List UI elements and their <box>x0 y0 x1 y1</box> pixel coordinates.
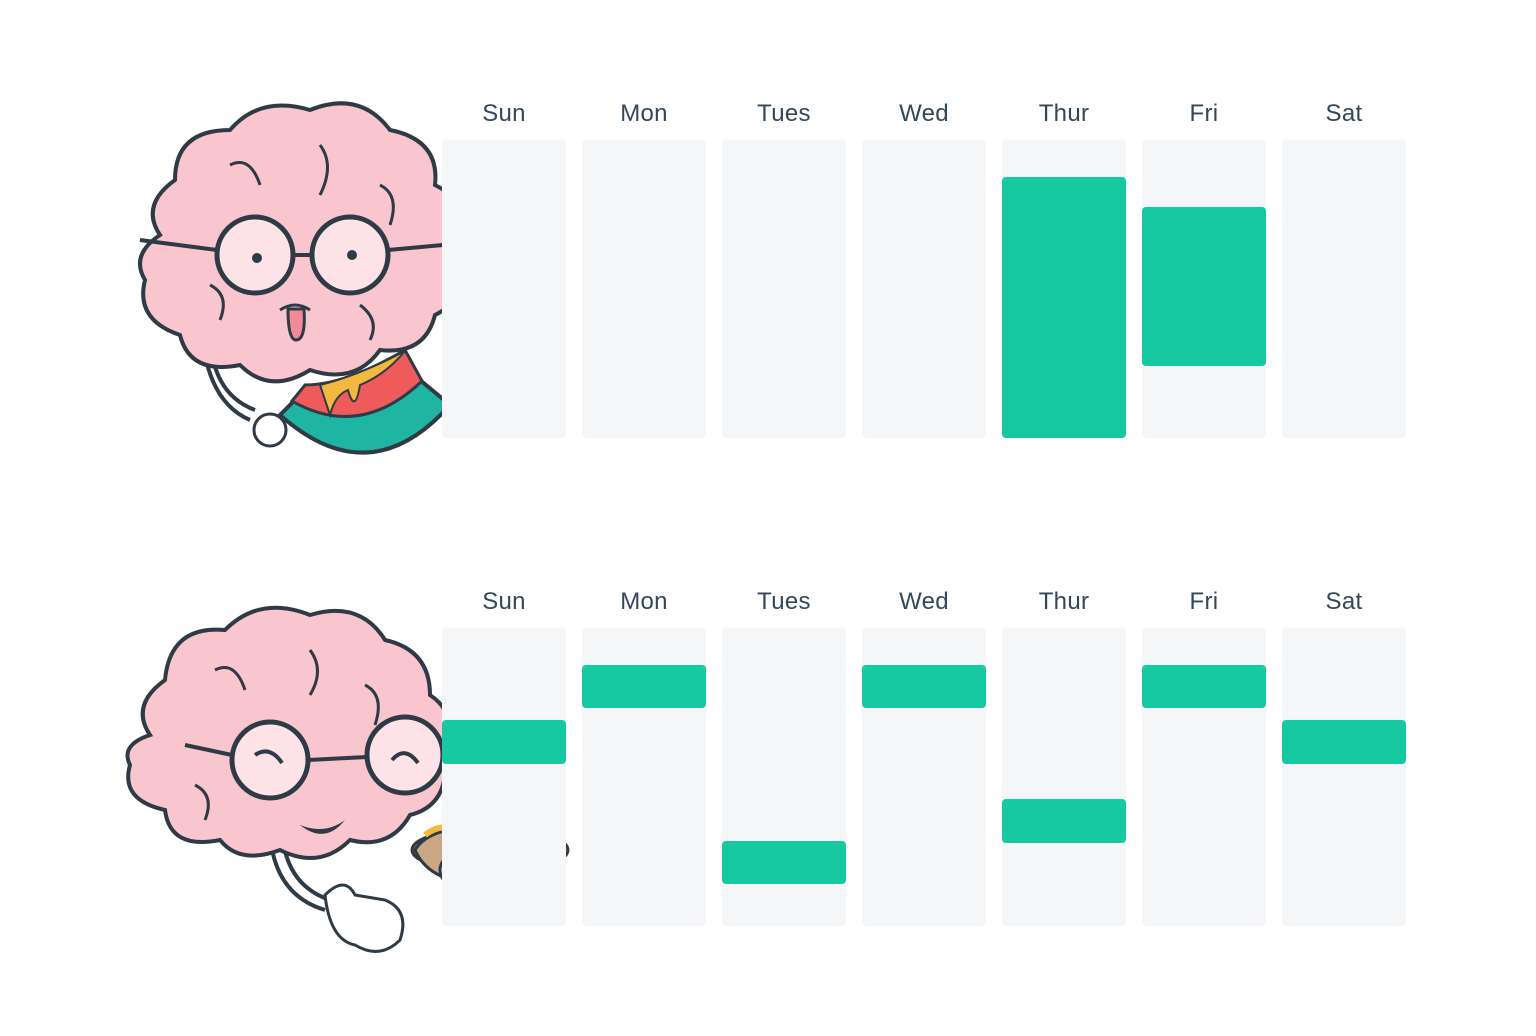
day-label-tues: Tues <box>757 100 811 127</box>
day-label-fri: Fri <box>1189 588 1219 615</box>
day-label-fri: Fri <box>1189 100 1219 127</box>
day-label-sun: Sun <box>482 588 526 615</box>
schedule-block-mon <box>582 665 706 709</box>
schedule-block-tues <box>722 841 846 885</box>
day-label-mon: Mon <box>620 588 668 615</box>
schedule-block-thur <box>1002 177 1126 438</box>
day-label-thur: Thur <box>1038 588 1090 615</box>
day-column-sat <box>1282 140 1406 438</box>
day-label-mon: Mon <box>620 100 668 127</box>
day-label-wed: Wed <box>899 100 949 127</box>
day-column-wed <box>862 140 986 438</box>
day-column-sat <box>1282 628 1406 926</box>
schedule-block-thur <box>1002 799 1126 843</box>
day-label-tues: Tues <box>757 588 811 615</box>
schedule-block-fri <box>1142 207 1266 367</box>
schedule-block-sun <box>442 720 566 764</box>
weekly-schedule-panel-1: Sun Mon Tues Wed Thur Fri Sat <box>0 0 1536 500</box>
day-label-wed: Wed <box>899 588 949 615</box>
schedule-block-wed <box>862 665 986 709</box>
brain-eating-watermelon-icon <box>138 101 478 455</box>
schedule-block-fri <box>1142 665 1266 709</box>
schedule-block-sat <box>1282 720 1406 764</box>
day-label-sun: Sun <box>482 100 526 127</box>
day-column-sun <box>442 628 566 926</box>
day-column-sun <box>442 140 566 438</box>
day-label-sat: Sat <box>1325 100 1363 127</box>
weekly-schedule-panel-2: Sun Mon Tues Wed Thur Fri Sat <box>0 490 1536 1036</box>
day-column-mon <box>582 140 706 438</box>
day-column-thur <box>1002 628 1126 926</box>
day-column-tues <box>722 140 846 438</box>
day-label-thur: Thur <box>1038 100 1090 127</box>
day-label-sat: Sat <box>1325 588 1363 615</box>
